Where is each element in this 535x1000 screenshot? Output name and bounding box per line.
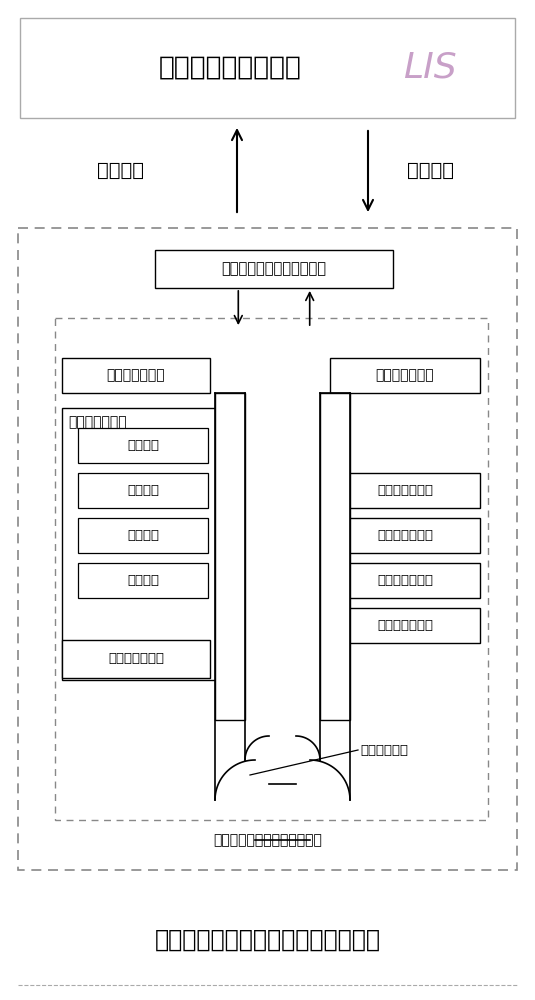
Bar <box>155 250 393 288</box>
Bar <box>330 473 480 508</box>
Bar <box>78 473 208 508</box>
Text: 流水线分析仪器: 流水线分析仪器 <box>377 529 433 542</box>
Text: 实验室自动化流水线检测系统: 实验室自动化流水线检测系统 <box>213 833 322 847</box>
Text: 分杯模块: 分杯模块 <box>127 574 159 587</box>
Text: 轨道传输模块: 轨道传输模块 <box>360 744 408 756</box>
Bar <box>78 518 208 553</box>
Bar <box>62 358 210 393</box>
Bar <box>78 563 208 598</box>
Text: 医院实验室生化免疫流水线检测系统: 医院实验室生化免疫流水线检测系统 <box>155 928 380 952</box>
Bar <box>20 18 515 118</box>
Text: 流水线分析仪器: 流水线分析仪器 <box>377 484 433 497</box>
Text: 下达指令: 下达指令 <box>407 160 454 180</box>
Text: 去膜模块: 去膜模块 <box>127 529 159 542</box>
Text: LIS: LIS <box>403 51 457 85</box>
Text: 流水线分析仪器: 流水线分析仪器 <box>108 652 164 666</box>
Bar <box>320 393 350 720</box>
Bar <box>330 608 480 643</box>
Text: 实验室流水线数据管理系统: 实验室流水线数据管理系统 <box>221 261 326 276</box>
Bar <box>18 228 517 870</box>
Text: 后分析处理模块: 后分析处理模块 <box>376 368 434 382</box>
Bar <box>78 428 208 463</box>
Text: 流水线分析仪器: 流水线分析仪器 <box>377 619 433 632</box>
Bar <box>330 358 480 393</box>
Text: 去盖模块: 去盖模块 <box>127 484 159 497</box>
Bar <box>330 563 480 598</box>
Bar <box>330 518 480 553</box>
Text: 检测数据: 检测数据 <box>96 160 143 180</box>
Text: 流水线分析仪器: 流水线分析仪器 <box>377 574 433 587</box>
Text: 进样和出样模块: 进样和出样模块 <box>106 368 165 382</box>
Bar <box>55 318 488 820</box>
Text: 离心模块: 离心模块 <box>127 439 159 452</box>
Text: 预分析处理模块: 预分析处理模块 <box>68 415 127 429</box>
Bar <box>215 393 245 720</box>
Bar <box>62 640 210 678</box>
Text: 实验室信息管理系统: 实验室信息管理系统 <box>158 55 301 81</box>
Bar <box>62 408 225 680</box>
